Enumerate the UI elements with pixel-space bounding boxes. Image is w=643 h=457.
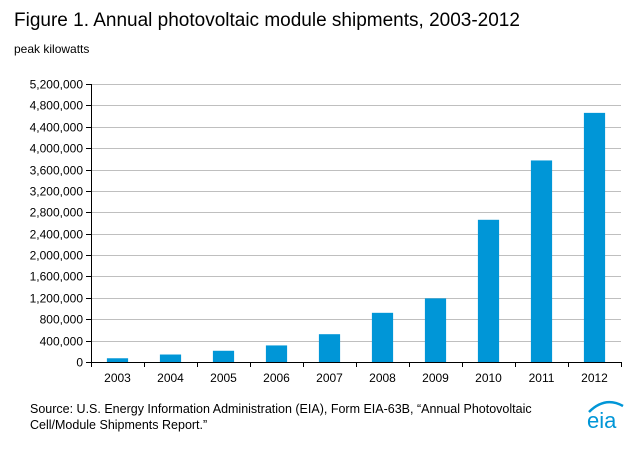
bar (212, 350, 235, 362)
y-tick-label: 1,200,000 (30, 292, 84, 306)
y-tick-label: 2,400,000 (30, 228, 84, 242)
chart-title: Figure 1. Annual photovoltaic module shi… (14, 10, 520, 31)
bar (265, 345, 288, 362)
x-tick-label: 2010 (475, 371, 502, 385)
x-tick-label: 2003 (104, 371, 131, 385)
x-tick-label: 2004 (157, 371, 184, 385)
source-note: Source: U.S. Energy Information Administ… (30, 402, 532, 432)
bar (371, 312, 394, 362)
bar (106, 358, 129, 362)
bar (583, 112, 606, 362)
y-tick-label: 800,000 (40, 313, 84, 327)
y-tick-label: 4,800,000 (30, 99, 84, 113)
x-tick-label: 2007 (316, 371, 343, 385)
axes (86, 84, 622, 367)
y-tick-label: 2,000,000 (30, 249, 84, 263)
x-tick-label: 2012 (581, 371, 608, 385)
logo-swoosh-icon (588, 400, 624, 413)
y-tick-label: 0 (76, 356, 83, 370)
y-axis-unit-label: peak kilowatts (14, 42, 90, 56)
bars (106, 112, 606, 362)
eia-logo: eia (583, 398, 627, 439)
bar (424, 298, 447, 362)
y-tick-label: 5,200,000 (30, 78, 84, 92)
x-tick-label: 2005 (210, 371, 237, 385)
x-tick-label: 2008 (369, 371, 396, 385)
x-tick-label: 2009 (422, 371, 449, 385)
bar (159, 354, 182, 362)
y-tick-label: 1,600,000 (30, 270, 84, 284)
y-tick-label: 4,000,000 (30, 142, 84, 156)
logo-text: eia (587, 408, 617, 433)
x-tick-label: 2006 (263, 371, 290, 385)
y-tick-label: 4,400,000 (30, 121, 84, 135)
y-tick-label: 2,800,000 (30, 206, 84, 220)
y-tick-labels: 0 400,000 800,000 1,200,000 1,600,000 2,000,0… (30, 78, 84, 370)
bar (318, 334, 341, 362)
bar (477, 219, 500, 362)
y-tick-label: 400,000 (40, 335, 84, 349)
y-tick-label: 3,200,000 (30, 185, 84, 199)
bar (530, 160, 553, 362)
y-tick-label: 3,600,000 (30, 164, 84, 178)
x-tick-label: 2011 (529, 371, 555, 385)
x-tick-labels: 2003 2004 2005 2006 2007 2008 2009 2010 2011 2012 (104, 371, 608, 385)
